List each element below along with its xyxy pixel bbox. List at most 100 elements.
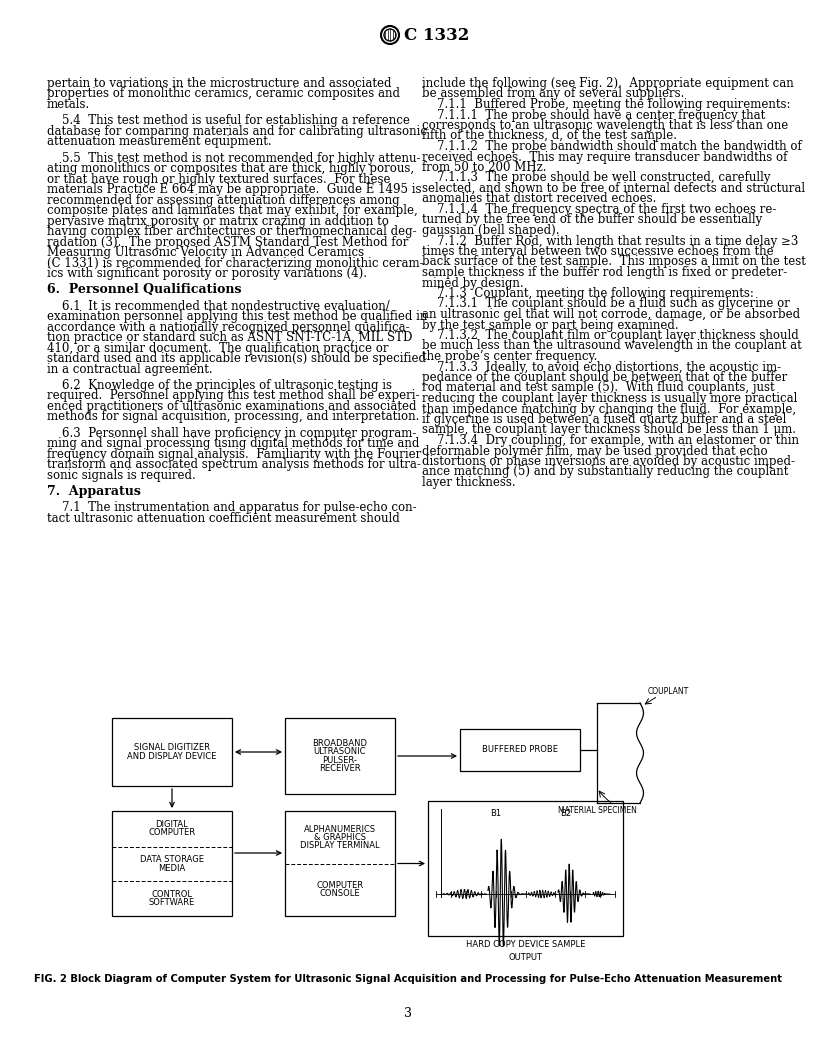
Text: DISPLAY TERMINAL: DISPLAY TERMINAL [300, 841, 379, 850]
Text: corresponds to an ultrasonic wavelength that is less than one: corresponds to an ultrasonic wavelength … [422, 119, 787, 132]
Text: reducing the couplant layer thickness is usually more practical: reducing the couplant layer thickness is… [422, 392, 797, 406]
Text: having complex fiber architectures or thermomechanical deg-: having complex fiber architectures or th… [47, 225, 417, 238]
Text: the probe’s center frequency.: the probe’s center frequency. [422, 350, 596, 363]
Text: by the test sample or part being examined.: by the test sample or part being examine… [422, 319, 678, 332]
Text: selected, and shown to be free of internal defects and structural: selected, and shown to be free of intern… [422, 182, 805, 195]
Text: 5.5  This test method is not recommended for highly attenu-: 5.5 This test method is not recommended … [47, 152, 420, 165]
Text: times the interval between two successive echoes from the: times the interval between two successiv… [422, 245, 773, 258]
Text: deformable polymer film, may be used provided that echo: deformable polymer film, may be used pro… [422, 445, 767, 457]
Text: 410, or a similar document.  The qualification practice or: 410, or a similar document. The qualific… [47, 341, 388, 355]
Text: recommended for assessing attenuation differences among: recommended for assessing attenuation di… [47, 193, 400, 207]
Text: (C 1331) is recommended for characterizing monolithic ceram-: (C 1331) is recommended for characterizi… [47, 257, 424, 269]
Text: OUTPUT: OUTPUT [508, 953, 543, 962]
Text: RECEIVER: RECEIVER [319, 763, 361, 773]
Text: an ultrasonic gel that will not corrode, damage, or be absorbed: an ultrasonic gel that will not corrode,… [422, 308, 800, 321]
Text: database for comparing materials and for calibrating ultrasonic: database for comparing materials and for… [47, 125, 427, 137]
Text: MEDIA: MEDIA [158, 864, 185, 872]
Text: include the following (see Fig. 2).  Appropriate equipment can: include the following (see Fig. 2). Appr… [422, 77, 793, 90]
Text: be assembled from any of several suppliers.: be assembled from any of several supplie… [422, 88, 684, 100]
Text: mined by design.: mined by design. [422, 277, 523, 289]
Text: sample, the couplant layer thickness should be less than 1 μm.: sample, the couplant layer thickness sho… [422, 423, 796, 436]
Text: transform and associated spectrum analysis methods for ultra-: transform and associated spectrum analys… [47, 458, 421, 471]
Text: 7.1  The instrumentation and apparatus for pulse-echo con-: 7.1 The instrumentation and apparatus fo… [47, 502, 417, 514]
Bar [285, 718, 395, 794]
Text: layer thickness.: layer thickness. [422, 476, 515, 489]
Text: DATA STORAGE: DATA STORAGE [140, 855, 204, 865]
Text: DIGITAL: DIGITAL [156, 821, 188, 829]
Text: 7.1.3.2  The couplant film or couplant layer thickness should: 7.1.3.2 The couplant film or couplant la… [422, 329, 798, 342]
Text: sample thickness if the buffer rod length is fixed or predeter-: sample thickness if the buffer rod lengt… [422, 266, 787, 279]
Text: gaussian (bell shaped).: gaussian (bell shaped). [422, 224, 559, 237]
Text: examination personnel applying this test method be qualified in: examination personnel applying this test… [47, 310, 428, 323]
Text: attenuation measurement equipment.: attenuation measurement equipment. [47, 135, 272, 148]
Text: anomalies that distort received echoes.: anomalies that distort received echoes. [422, 192, 656, 206]
Text: ming and signal processing using digital methods for time and: ming and signal processing using digital… [47, 437, 419, 450]
Text: COMPUTER: COMPUTER [149, 828, 196, 837]
Text: tion practice or standard such as ASNT SNT-TC-1A, MIL STD: tion practice or standard such as ASNT S… [47, 332, 412, 344]
Text: 7.1.3.1  The couplant should be a fluid such as glycerine or: 7.1.3.1 The couplant should be a fluid s… [422, 298, 789, 310]
Text: properties of monolithic ceramics, ceramic composites and: properties of monolithic ceramics, ceram… [47, 88, 400, 100]
Text: pertain to variations in the microstructure and associated: pertain to variations in the microstruct… [47, 77, 392, 90]
Text: 7.1.1.1  The probe should have a center frequency that: 7.1.1.1 The probe should have a center f… [422, 109, 765, 121]
Text: FIG. 2 Block Diagram of Computer System for Ultrasonic Signal Acquisition and Pr: FIG. 2 Block Diagram of Computer System … [34, 974, 782, 984]
Text: back surface of the test sample.  This imposes a limit on the test: back surface of the test sample. This im… [422, 256, 805, 268]
Text: & GRAPHICS: & GRAPHICS [314, 833, 366, 842]
Text: C 1332: C 1332 [404, 26, 469, 43]
Bar [460, 729, 580, 771]
Text: in a contractual agreement.: in a contractual agreement. [47, 362, 213, 376]
Text: 7.1.1.3  The probe should be well constructed, carefully: 7.1.1.3 The probe should be well constru… [422, 171, 770, 185]
Text: 7.1.2  Buffer Rod, with length that results in a time delay ≥3: 7.1.2 Buffer Rod, with length that resul… [422, 234, 798, 247]
Text: ics with significant porosity or porosity variations (4).: ics with significant porosity or porosit… [47, 267, 367, 280]
Text: 7.  Apparatus: 7. Apparatus [47, 485, 141, 498]
Text: COMPUTER: COMPUTER [317, 881, 364, 890]
Text: or that have rough or highly textured surfaces.  For these: or that have rough or highly textured su… [47, 172, 391, 186]
Text: composite plates and laminates that may exhibit, for example,: composite plates and laminates that may … [47, 204, 418, 218]
Text: distortions or phase inversions are avoided by acoustic imped-: distortions or phase inversions are avoi… [422, 455, 795, 468]
Bar [428, 802, 623, 936]
Text: CONSOLE: CONSOLE [320, 889, 361, 899]
Text: 3: 3 [404, 1007, 412, 1020]
Text: sonic signals is required.: sonic signals is required. [47, 469, 196, 482]
Text: enced practitioners of ultrasonic examinations and associated: enced practitioners of ultrasonic examin… [47, 400, 416, 413]
Text: ALPHANUMERICS: ALPHANUMERICS [304, 825, 376, 833]
Text: ating monolithics or composites that are thick, highly porous,: ating monolithics or composites that are… [47, 162, 415, 175]
Text: 6.2  Knowledge of the principles of ultrasonic testing is: 6.2 Knowledge of the principles of ultra… [47, 379, 392, 392]
Text: frequency domain signal analysis.  Familiarity with the Fourier: frequency domain signal analysis. Famili… [47, 448, 421, 460]
Text: turned by the free end of the buffer should be essentially: turned by the free end of the buffer sho… [422, 213, 762, 226]
Text: radation (3).  The proposed ASTM Standard Test Method for: radation (3). The proposed ASTM Standard… [47, 235, 408, 248]
Text: 7.1.3.4  Dry coupling, for example, with an elastomer or thin: 7.1.3.4 Dry coupling, for example, with … [422, 434, 799, 447]
Text: AND DISPLAY DEVICE: AND DISPLAY DEVICE [127, 752, 217, 760]
Text: B2: B2 [561, 809, 571, 818]
Text: from 50 to 200 MHz.: from 50 to 200 MHz. [422, 161, 546, 174]
Text: B1: B1 [490, 809, 502, 818]
Text: PULSER-: PULSER- [322, 755, 357, 765]
Text: BUFFERED PROBE: BUFFERED PROBE [482, 746, 558, 754]
Text: CONTROL: CONTROL [152, 890, 193, 899]
Text: than impedance matching by changing the fluid.  For example,: than impedance matching by changing the … [422, 402, 796, 415]
Text: 7.1.3  Couplant, meeting the following requirements:: 7.1.3 Couplant, meeting the following re… [422, 287, 753, 300]
Bar [112, 718, 232, 786]
Text: rod material and test sample (5).  With fluid couplants, just: rod material and test sample (5). With f… [422, 381, 774, 395]
Text: COUPLANT: COUPLANT [648, 687, 690, 696]
Text: 6.1  It is recommended that nondestructive evaluation/: 6.1 It is recommended that nondestructiv… [47, 300, 390, 313]
Text: ULTRASONIC: ULTRASONIC [313, 748, 366, 756]
Text: 6.  Personnel Qualifications: 6. Personnel Qualifications [47, 283, 242, 297]
Text: MATERIAL SPECIMEN: MATERIAL SPECIMEN [558, 806, 636, 815]
Bar [112, 811, 232, 916]
Text: standard used and its applicable revision(s) should be specified: standard used and its applicable revisio… [47, 352, 426, 365]
Text: 7.1.1.2  The probe bandwidth should match the bandwidth of: 7.1.1.2 The probe bandwidth should match… [422, 140, 801, 153]
Text: pervasive matrix porosity or matrix crazing in addition to: pervasive matrix porosity or matrix craz… [47, 214, 389, 227]
Text: methods for signal acquisition, processing, and interpretation.: methods for signal acquisition, processi… [47, 411, 419, 423]
Text: if glycerine is used between a fused quartz buffer and a steel: if glycerine is used between a fused qua… [422, 413, 786, 426]
Text: pedance of the couplant should be between that of the buffer: pedance of the couplant should be betwee… [422, 371, 787, 384]
Bar [285, 811, 395, 916]
Text: ance matching (5) and by substantially reducing the couplant: ance matching (5) and by substantially r… [422, 466, 788, 478]
Text: fifth of the thickness, d, of the test sample.: fifth of the thickness, d, of the test s… [422, 130, 676, 143]
Text: 7.1.3.3  Ideally, to avoid echo distortions, the acoustic im-: 7.1.3.3 Ideally, to avoid echo distortio… [422, 360, 781, 374]
Text: be much less than the ultrasound wavelength in the couplant at: be much less than the ultrasound wavelen… [422, 339, 801, 353]
Text: required.  Personnel applying this test method shall be experi-: required. Personnel applying this test m… [47, 390, 419, 402]
Text: SOFTWARE: SOFTWARE [149, 899, 195, 907]
Text: 6.3  Personnel shall have proficiency in computer program-: 6.3 Personnel shall have proficiency in … [47, 427, 416, 439]
Text: metals.: metals. [47, 98, 91, 111]
Text: materials Practice E 664 may be appropriate.  Guide E 1495 is: materials Practice E 664 may be appropri… [47, 183, 422, 196]
